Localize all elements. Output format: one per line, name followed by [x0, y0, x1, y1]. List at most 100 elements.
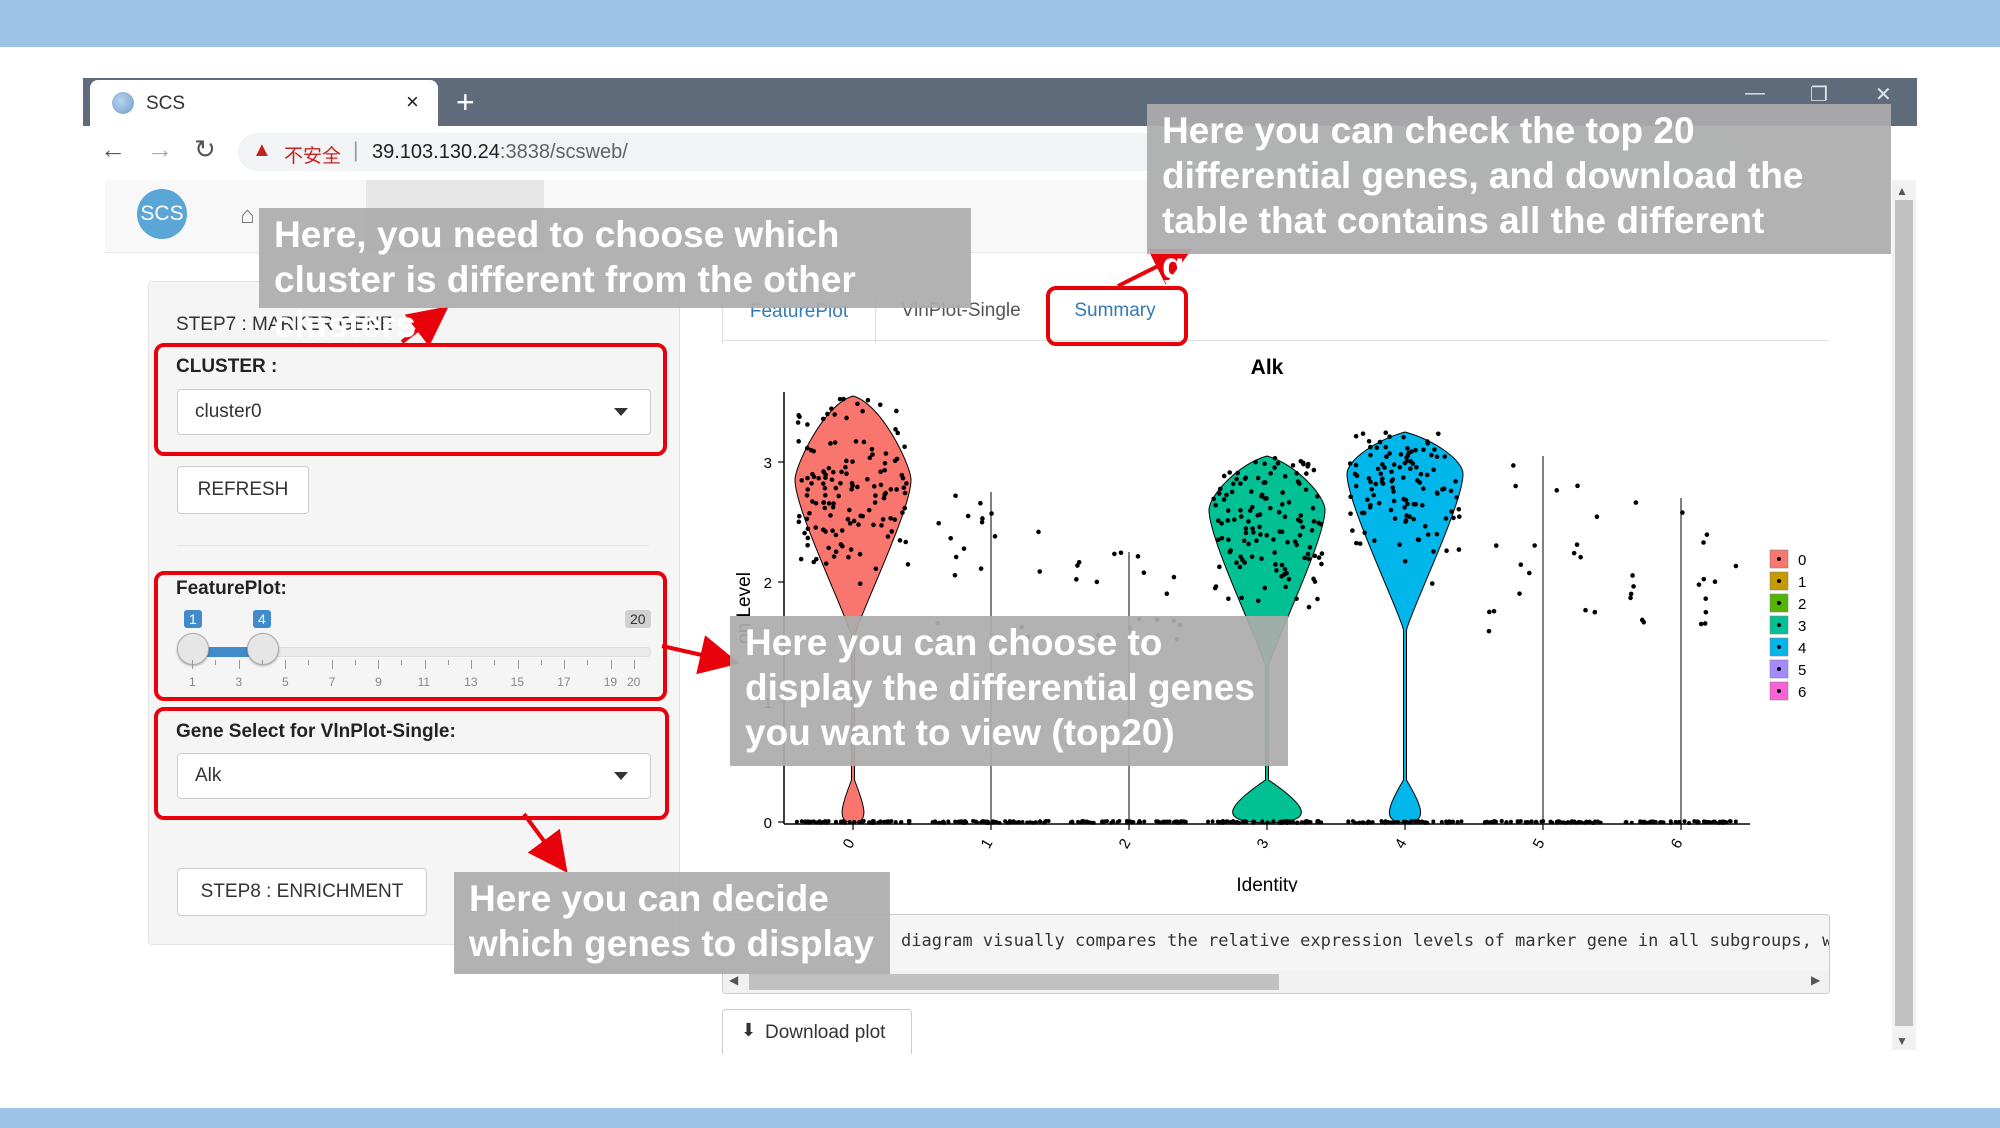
zero-point-0 — [826, 819, 831, 824]
point-4 — [1377, 439, 1383, 445]
point-4 — [1397, 542, 1402, 547]
download-plot-button[interactable]: ⬇ Download plot — [722, 1009, 912, 1054]
slider-high-handle[interactable] — [247, 633, 279, 665]
url-host: 39.103.130.24 — [372, 141, 500, 163]
point-3 — [1286, 500, 1292, 505]
point-1 — [989, 511, 994, 516]
minimize-icon[interactable]: — — [1745, 82, 1765, 104]
point-3 — [1306, 556, 1312, 562]
point-5 — [1532, 543, 1537, 548]
back-icon[interactable]: ← — [100, 134, 126, 164]
point-0 — [823, 529, 828, 534]
point-0 — [885, 534, 891, 539]
point-0 — [804, 516, 810, 522]
point-3 — [1238, 508, 1243, 513]
slider-tick — [215, 660, 217, 665]
divider — [177, 545, 649, 546]
point-3 — [1272, 550, 1277, 555]
scroll-right-icon[interactable]: ▶ — [1811, 973, 1821, 987]
browser-tab[interactable]: SCS × — [90, 80, 438, 126]
point-0 — [865, 397, 871, 403]
zero-point-2 — [1130, 820, 1135, 825]
cluster-select[interactable]: cluster0 — [177, 389, 651, 435]
point-4 — [1402, 460, 1408, 466]
point-6 — [1630, 573, 1635, 578]
refresh-button[interactable]: REFRESH — [177, 466, 309, 514]
point-1 — [1036, 529, 1041, 535]
tab-summary[interactable]: Summary — [1074, 300, 1156, 321]
step8-enrichment-button[interactable]: STEP8 : ENRICHMENT — [177, 868, 427, 916]
point-3 — [1234, 560, 1239, 565]
point-3 — [1303, 487, 1309, 492]
point-0 — [861, 439, 867, 445]
zero-point-5 — [1578, 820, 1583, 825]
reload-icon[interactable]: ↻ — [194, 134, 216, 164]
point-5 — [1574, 542, 1580, 547]
point-3 — [1294, 471, 1300, 476]
zero-point-6 — [1652, 820, 1657, 825]
slider-tick — [634, 660, 635, 669]
point-3 — [1273, 562, 1278, 567]
point-4 — [1429, 581, 1435, 586]
point-4 — [1453, 479, 1458, 484]
point-4 — [1348, 494, 1353, 500]
zero-point-4 — [1404, 820, 1409, 825]
point-4 — [1420, 502, 1425, 508]
point-1 — [952, 572, 958, 578]
zero-point-6 — [1727, 819, 1732, 824]
point-6 — [1712, 579, 1718, 585]
point-3 — [1237, 564, 1243, 570]
point-0 — [838, 480, 843, 486]
scroll-down-icon[interactable]: ▼ — [1896, 1034, 1908, 1048]
scroll-up-icon[interactable]: ▲ — [1896, 184, 1908, 198]
point-0 — [836, 493, 842, 499]
point-5 — [1592, 609, 1598, 615]
point-0 — [802, 530, 807, 536]
point-5 — [1517, 591, 1522, 596]
point-3 — [1283, 584, 1288, 590]
point-3 — [1257, 524, 1262, 530]
point-3 — [1258, 532, 1263, 537]
point-3 — [1221, 497, 1227, 502]
home-icon[interactable]: ⌂ — [240, 202, 255, 229]
zero-point-4 — [1346, 819, 1351, 824]
point-3 — [1301, 461, 1306, 467]
point-4 — [1403, 518, 1409, 523]
point-3 — [1285, 539, 1290, 545]
point-4 — [1369, 487, 1375, 492]
point-4 — [1368, 452, 1373, 458]
zero-point-6 — [1629, 820, 1634, 825]
slider-low-handle[interactable] — [177, 633, 209, 665]
point-0 — [822, 492, 828, 498]
scroll-left-icon[interactable]: ◀ — [729, 973, 739, 987]
zero-point-3 — [1260, 819, 1265, 824]
point-0 — [850, 459, 855, 464]
point-3 — [1282, 514, 1288, 520]
tab-close-icon[interactable]: × — [406, 89, 419, 114]
point-2 — [1075, 563, 1080, 568]
point-3 — [1311, 576, 1316, 582]
point-5 — [1493, 543, 1499, 548]
point-4 — [1347, 461, 1353, 466]
gene-select[interactable]: Alk — [177, 753, 651, 799]
point-3 — [1215, 518, 1221, 523]
maximize-icon[interactable]: ❐ — [1810, 84, 1828, 106]
cluster-select-value: cluster0 — [195, 401, 262, 422]
page-scrollbar-thumb[interactable] — [1895, 200, 1913, 1026]
legend-dot-4 — [1777, 645, 1781, 649]
y-tick-label: 3 — [764, 455, 772, 472]
new-tab-button[interactable]: + — [456, 84, 475, 120]
point-0 — [805, 487, 811, 492]
cluster-arrow — [400, 306, 449, 347]
point-0 — [904, 481, 909, 486]
zero-point-3 — [1217, 820, 1222, 825]
forward-icon[interactable]: → — [147, 134, 173, 164]
description-scrollbar-thumb[interactable] — [749, 974, 1279, 990]
point-4 — [1401, 434, 1406, 440]
point-4 — [1411, 516, 1417, 522]
point-0 — [897, 538, 903, 543]
window-close-icon[interactable]: ✕ — [1875, 84, 1892, 106]
legend-label-5: 5 — [1798, 662, 1806, 679]
zero-point-5 — [1499, 819, 1504, 824]
point-0 — [804, 445, 810, 451]
